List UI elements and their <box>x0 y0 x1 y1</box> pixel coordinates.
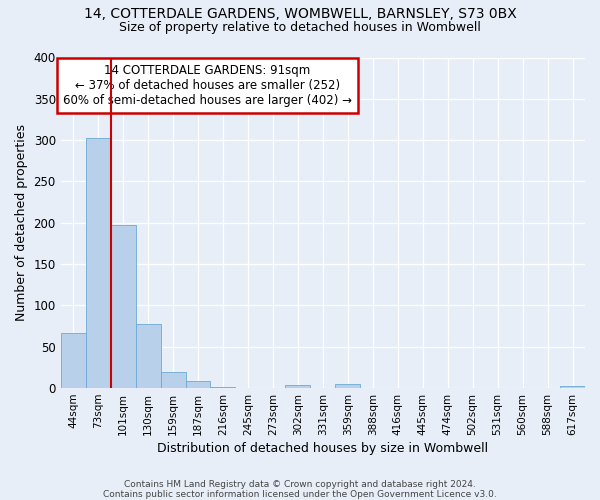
Y-axis label: Number of detached properties: Number of detached properties <box>15 124 28 322</box>
Bar <box>86 138 110 388</box>
Bar <box>211 387 235 388</box>
Text: 14 COTTERDALE GARDENS: 91sqm
← 37% of detached houses are smaller (252)
60% of s: 14 COTTERDALE GARDENS: 91sqm ← 37% of de… <box>63 64 352 107</box>
X-axis label: Distribution of detached houses by size in Wombwell: Distribution of detached houses by size … <box>157 442 488 455</box>
Text: Size of property relative to detached houses in Wombwell: Size of property relative to detached ho… <box>119 22 481 35</box>
Bar <box>161 372 185 388</box>
Bar <box>110 226 136 388</box>
Bar <box>560 386 585 388</box>
Bar <box>286 385 310 388</box>
Bar <box>185 380 211 388</box>
Text: 14, COTTERDALE GARDENS, WOMBWELL, BARNSLEY, S73 0BX: 14, COTTERDALE GARDENS, WOMBWELL, BARNSL… <box>83 8 517 22</box>
Bar <box>136 324 161 388</box>
Bar <box>61 332 86 388</box>
Bar <box>335 384 360 388</box>
Text: Contains HM Land Registry data © Crown copyright and database right 2024.
Contai: Contains HM Land Registry data © Crown c… <box>103 480 497 499</box>
